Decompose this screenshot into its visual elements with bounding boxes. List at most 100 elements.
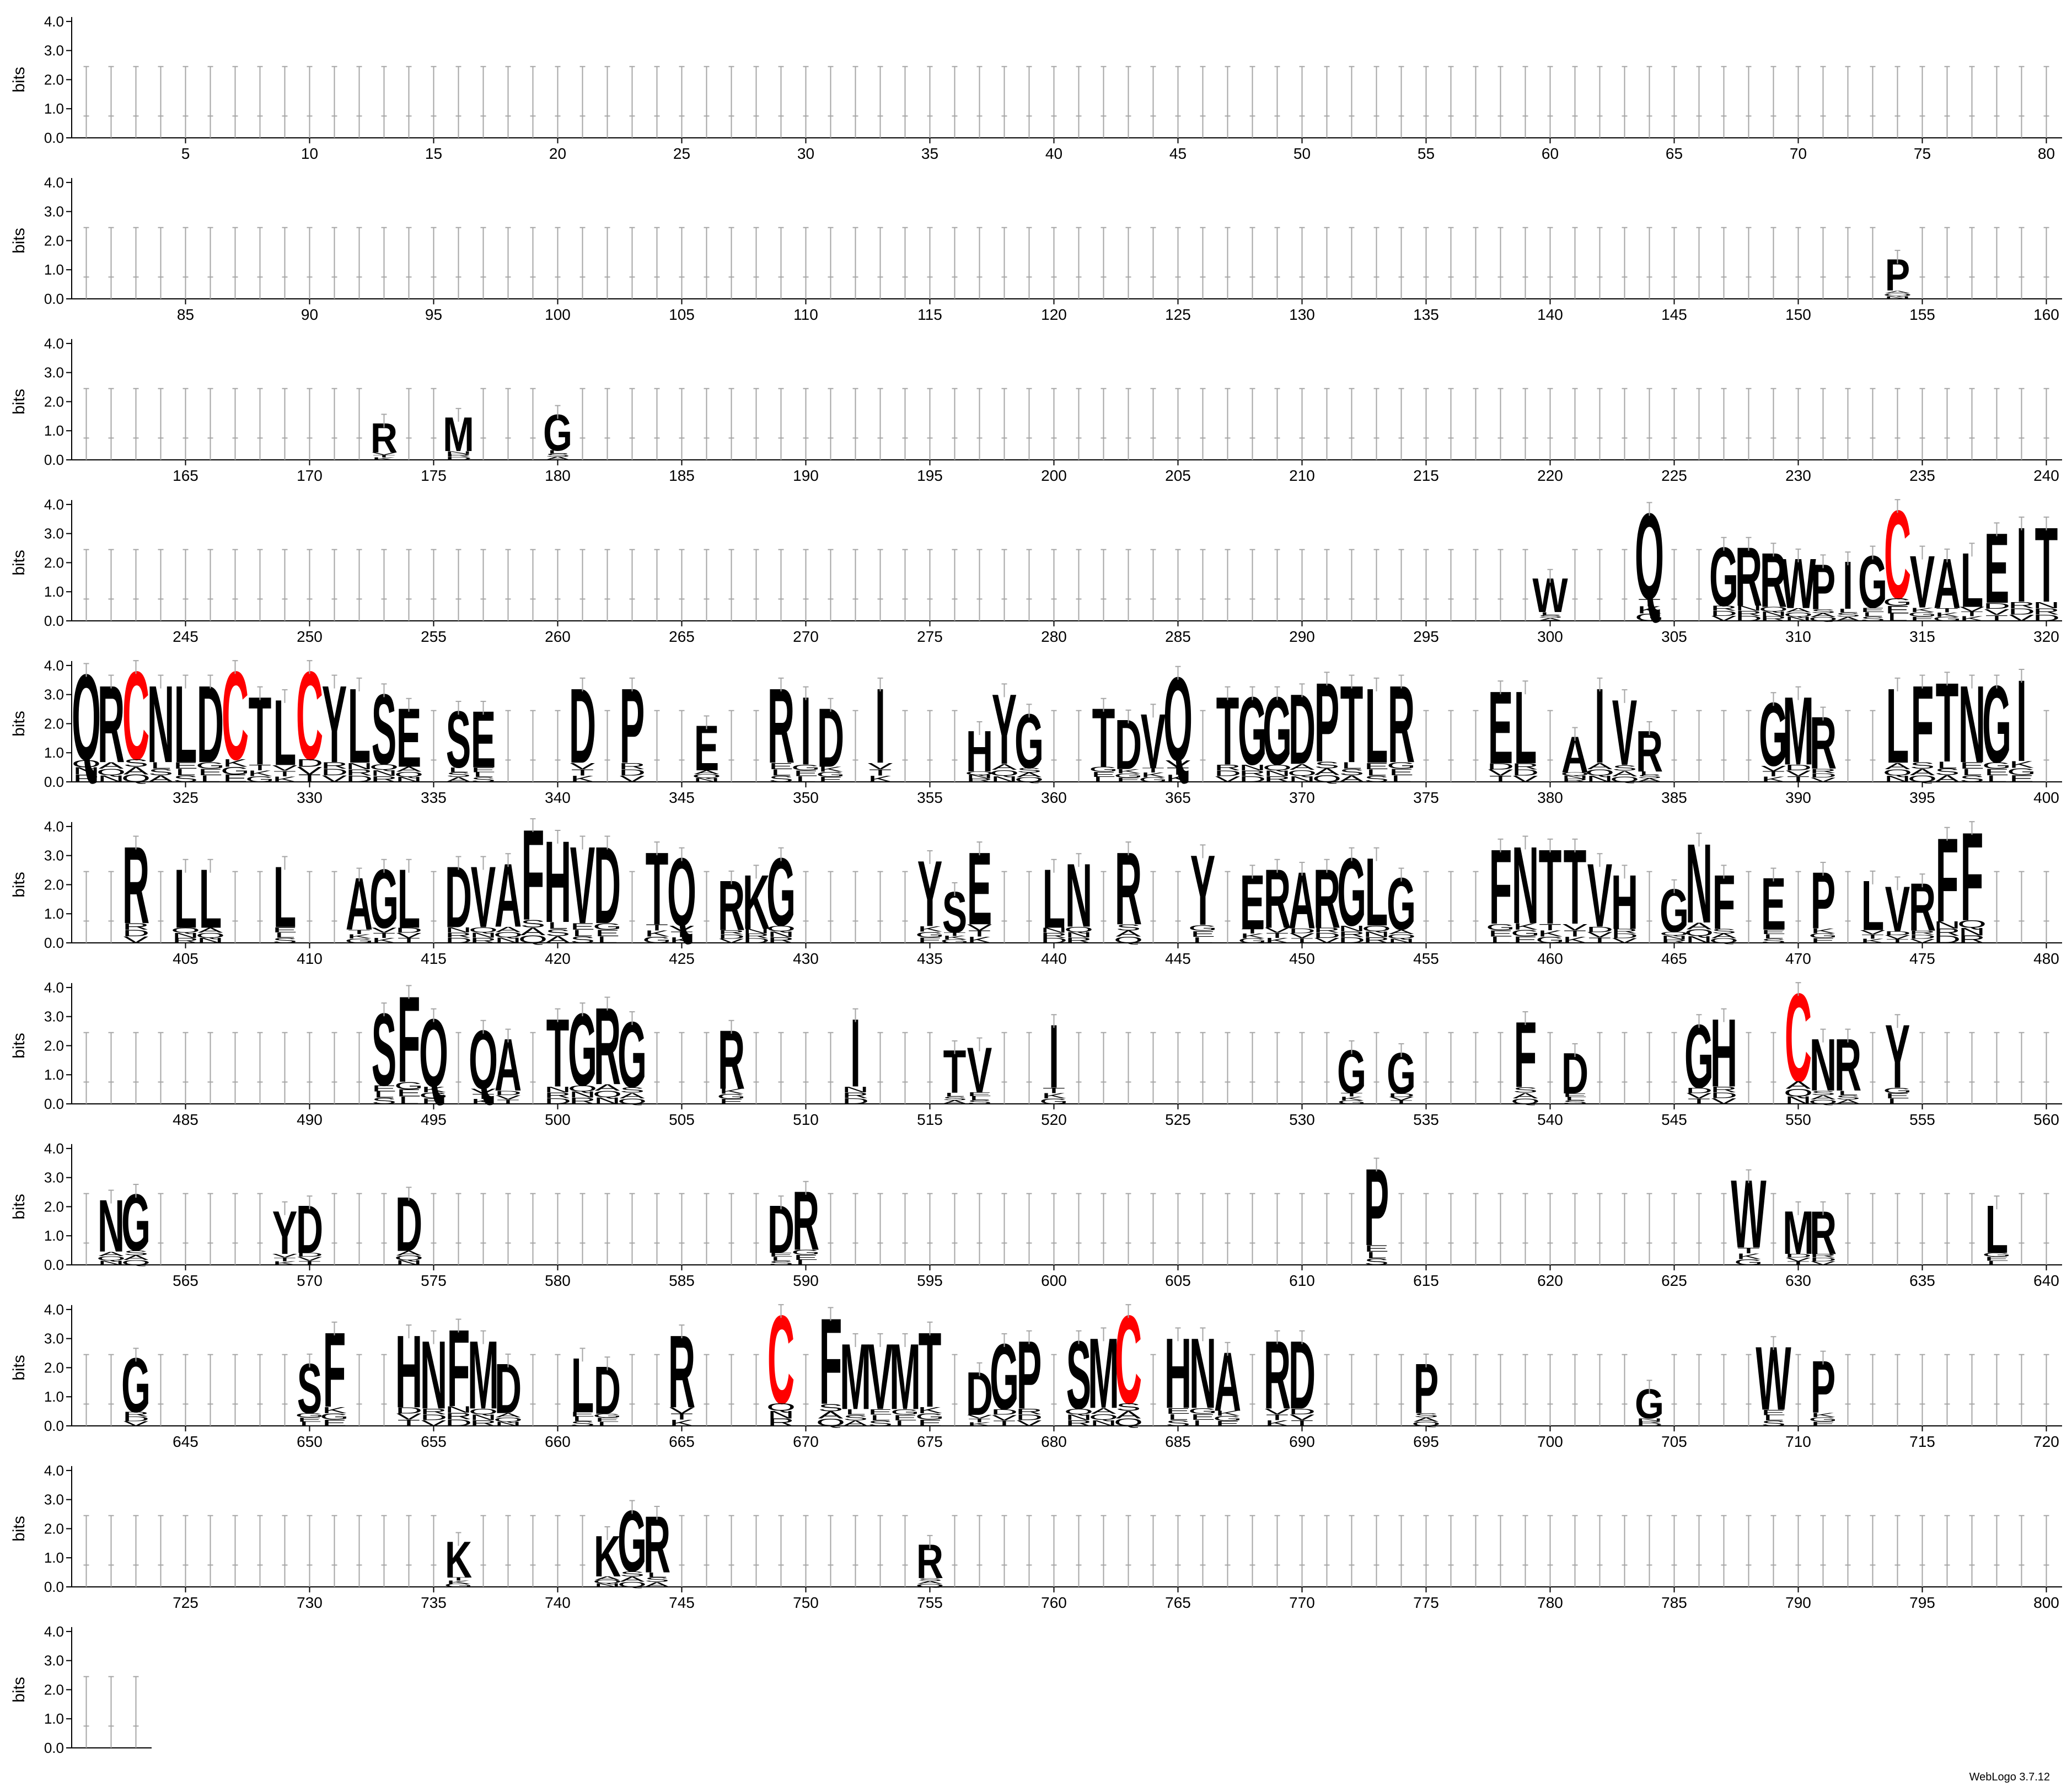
- logo-letter-minor: L: [771, 768, 792, 777]
- logo-letter-minor: K: [1265, 1419, 1290, 1428]
- logo-letter-minor: Q: [1387, 933, 1416, 940]
- y-tick-label: 3.0: [44, 203, 64, 220]
- logo-letter-minor: D: [1611, 932, 1638, 940]
- y-tick-label: 3.0: [44, 42, 64, 59]
- logo-letter-minor: E: [1860, 607, 1885, 613]
- y-axis-label: bits: [10, 1677, 28, 1703]
- logo-letter-minor: D: [1685, 1086, 1713, 1094]
- logo-letter-minor: N: [395, 1259, 422, 1267]
- logo-letter: I: [1049, 1006, 1059, 1107]
- logo-letter-minor: N: [1661, 935, 1688, 940]
- x-tick-label: 205: [1165, 467, 1191, 484]
- logo-letter-minor: G: [2007, 766, 2036, 777]
- logo-letter-minor: G: [1139, 776, 1168, 784]
- x-tick-label: 90: [301, 306, 318, 323]
- logo-letter-minor: S: [1563, 1099, 1587, 1105]
- x-tick-label: 585: [669, 1272, 695, 1289]
- logo-letter-minor: V: [1711, 1097, 1737, 1106]
- logo-letter-minor: N: [1735, 605, 1762, 613]
- logo-letter-minor: S: [818, 1402, 843, 1414]
- y-tick-label: 0.0: [44, 935, 64, 951]
- logo-letter-minor: A: [396, 1250, 422, 1257]
- logo-letter-minor: D: [1710, 1091, 1737, 1099]
- logo-letter-minor: Q: [493, 1417, 523, 1423]
- x-tick-label: 455: [1413, 950, 1439, 967]
- logo-letter-minor: A: [694, 769, 720, 775]
- logo-letter-minor: V: [1587, 931, 1613, 939]
- logo-letter-minor: T: [273, 769, 297, 778]
- logo-letter-minor: V: [322, 774, 347, 784]
- logo-letter-minor: E: [272, 926, 297, 934]
- y-tick-label: 1.0: [44, 1066, 64, 1083]
- logo-letter-minor: A: [1389, 929, 1414, 935]
- logo-letter-minor: K: [1935, 611, 1960, 618]
- x-tick-label: 320: [2033, 628, 2059, 645]
- logo-letter-minor: T: [1564, 929, 1587, 938]
- y-tick-label: 4.0: [44, 496, 64, 513]
- logo-letter-minor: L: [1987, 1260, 2007, 1266]
- logo-row: 0.0 1.0 2.0 3.0 4.0 bits: [10, 1623, 152, 1756]
- logo-letter-minor: R: [1065, 1419, 1092, 1428]
- logo-letter-minor: K: [719, 1088, 744, 1096]
- logo-letter-minor: K: [570, 774, 595, 784]
- x-tick-label: 785: [1661, 1594, 1687, 1611]
- logo-letter-minor: R: [1065, 936, 1092, 945]
- logo-letter-minor: N: [1785, 1094, 1812, 1106]
- logo-letter-minor: E: [1364, 761, 1389, 771]
- x-tick-label: 630: [1785, 1272, 1811, 1289]
- logo-letter-minor: D: [1810, 1257, 1837, 1262]
- logo-letter-minor: T: [1985, 614, 2009, 623]
- y-tick-label: 0.0: [44, 774, 64, 790]
- logo-letter-minor: L: [1193, 1419, 1214, 1428]
- logo-letter-minor: N: [1785, 616, 1812, 623]
- y-tick-label: 2.0: [44, 1359, 64, 1376]
- logo-letter-minor: S: [1513, 1086, 1538, 1094]
- x-tick-label: 275: [917, 628, 943, 645]
- logo-letter-minor: Q: [593, 1579, 622, 1585]
- logo-letter-minor: G: [1908, 611, 1937, 618]
- logo-row: 0.0 1.0 2.0 3.0 4.0 bits 5 10 15 20 25 30 35 40 45 50 55…: [10, 13, 2062, 162]
- x-tick-label: 280: [1041, 628, 1067, 645]
- logo-letter-minor: V: [1513, 774, 1538, 784]
- logo-letter-minor: N: [2033, 600, 2060, 610]
- logo-letter-minor: G: [1883, 596, 1912, 608]
- logo-letter-minor: T: [273, 1257, 297, 1262]
- x-tick-label: 245: [173, 628, 198, 645]
- logo-letter-minor: Q: [1684, 927, 1714, 938]
- logo-letter-minor: S: [1017, 767, 1042, 774]
- logo-letter-minor: Q: [692, 773, 721, 779]
- logo-letter-minor: V: [471, 1088, 496, 1096]
- logo-letter-minor: K: [1637, 604, 1662, 616]
- logo-letter-minor: E: [1761, 1408, 1786, 1417]
- logo-letter-minor: D: [1586, 925, 1613, 933]
- logo-letter-minor: D: [445, 456, 472, 460]
- x-tick-label: 385: [1661, 789, 1687, 806]
- logo-letter-minor: A: [545, 456, 571, 461]
- y-tick-label: 4.0: [44, 1623, 64, 1640]
- logo-letter-minor: L: [1341, 760, 1362, 771]
- logo-letter-minor: A: [99, 760, 124, 771]
- logo-letter-minor: D: [842, 1097, 869, 1106]
- logo-letter-minor: G: [1188, 924, 1217, 933]
- logo-letter-minor: E: [1190, 930, 1215, 939]
- logo-letter-minor: R: [1934, 927, 1961, 938]
- y-axis-label: bits: [10, 711, 28, 737]
- logo-letter-minor: D: [296, 1252, 323, 1258]
- logo-letter-minor: N: [495, 936, 522, 945]
- logo-letter-minor: R: [1810, 1253, 1837, 1258]
- logo-letter-minor: D: [1388, 1093, 1415, 1098]
- logo-letter-minor: A: [1811, 1094, 1836, 1101]
- logo-letter-minor: S: [1935, 766, 1960, 777]
- logo-letter-minor: A: [1687, 921, 1713, 931]
- logo-letter-minor: V: [421, 1419, 447, 1428]
- y-tick-label: 3.0: [44, 686, 64, 703]
- logo-letter-minor: A: [124, 765, 149, 776]
- y-tick-label: 1.0: [44, 744, 64, 761]
- logo-letter-minor: K: [1166, 773, 1190, 784]
- logo-letter-minor: E: [595, 1417, 620, 1423]
- logo-letter-minor: Q: [121, 772, 151, 784]
- x-tick-label: 75: [1914, 145, 1931, 162]
- y-tick-label: 3.0: [44, 1169, 64, 1186]
- x-tick-label: 325: [173, 789, 198, 806]
